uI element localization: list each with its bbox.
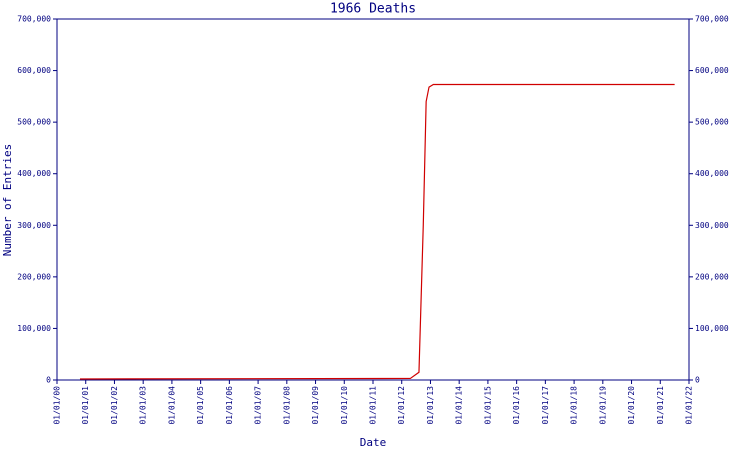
x-tick-label: 01/01/02 — [110, 386, 119, 425]
x-tick-label: 01/01/09 — [311, 386, 320, 425]
x-tick-label: 01/01/00 — [53, 386, 62, 425]
y2-tick-label: 700,000 — [695, 15, 729, 24]
x-tick-label: 01/01/07 — [254, 386, 263, 425]
y2-tick-label: 100,000 — [695, 324, 729, 333]
y-tick-label: 0 — [46, 376, 51, 385]
data-line — [79, 83, 675, 380]
y2-tick-label: 500,000 — [695, 118, 729, 127]
x-tick-label: 01/01/14 — [455, 386, 464, 425]
x-tick-label: 01/01/17 — [541, 386, 550, 425]
y-tick-label: 600,000 — [17, 66, 51, 75]
y2-tick-label: 200,000 — [695, 272, 729, 281]
x-tick-label: 01/01/03 — [139, 386, 148, 425]
chart-title: 1966 Deaths — [330, 2, 416, 17]
x-tick-label: 01/01/11 — [369, 386, 378, 425]
y-tick-label: 700,000 — [17, 15, 51, 24]
x-tick-label: 01/01/21 — [656, 386, 665, 425]
x-axis-label: Date — [360, 436, 387, 449]
y-tick-label: 100,000 — [17, 324, 51, 333]
y2-tick-label: 400,000 — [695, 169, 729, 178]
y-tick-label: 300,000 — [17, 221, 51, 230]
x-tick-label: 01/01/08 — [282, 386, 291, 425]
x-tick-label: 01/01/15 — [483, 386, 492, 425]
x-tick-label: 01/01/01 — [81, 386, 90, 425]
x-tick-label: 01/01/13 — [426, 386, 435, 425]
x-tick-label: 01/01/19 — [598, 386, 607, 425]
y-axis-label: Number of Entries — [1, 144, 14, 257]
x-tick-label: 01/01/16 — [512, 386, 521, 425]
x-tick-label: 01/01/06 — [225, 386, 234, 425]
y-tick-label: 400,000 — [17, 169, 51, 178]
x-tick-label: 01/01/22 — [685, 386, 694, 425]
y2-tick-label: 0 — [695, 376, 700, 385]
y2-tick-label: 600,000 — [695, 66, 729, 75]
x-tick-label: 01/01/04 — [167, 386, 176, 425]
x-tick-label: 01/01/20 — [627, 386, 636, 425]
y2-tick-label: 300,000 — [695, 221, 729, 230]
y-tick-label: 200,000 — [17, 272, 51, 281]
x-tick-label: 01/01/05 — [196, 386, 205, 425]
plot-frame — [56, 18, 690, 381]
x-tick-label: 01/01/12 — [397, 386, 406, 425]
x-tick-label: 01/01/10 — [340, 386, 349, 425]
y-tick-label: 500,000 — [17, 118, 51, 127]
x-tick-label: 01/01/18 — [570, 386, 579, 425]
